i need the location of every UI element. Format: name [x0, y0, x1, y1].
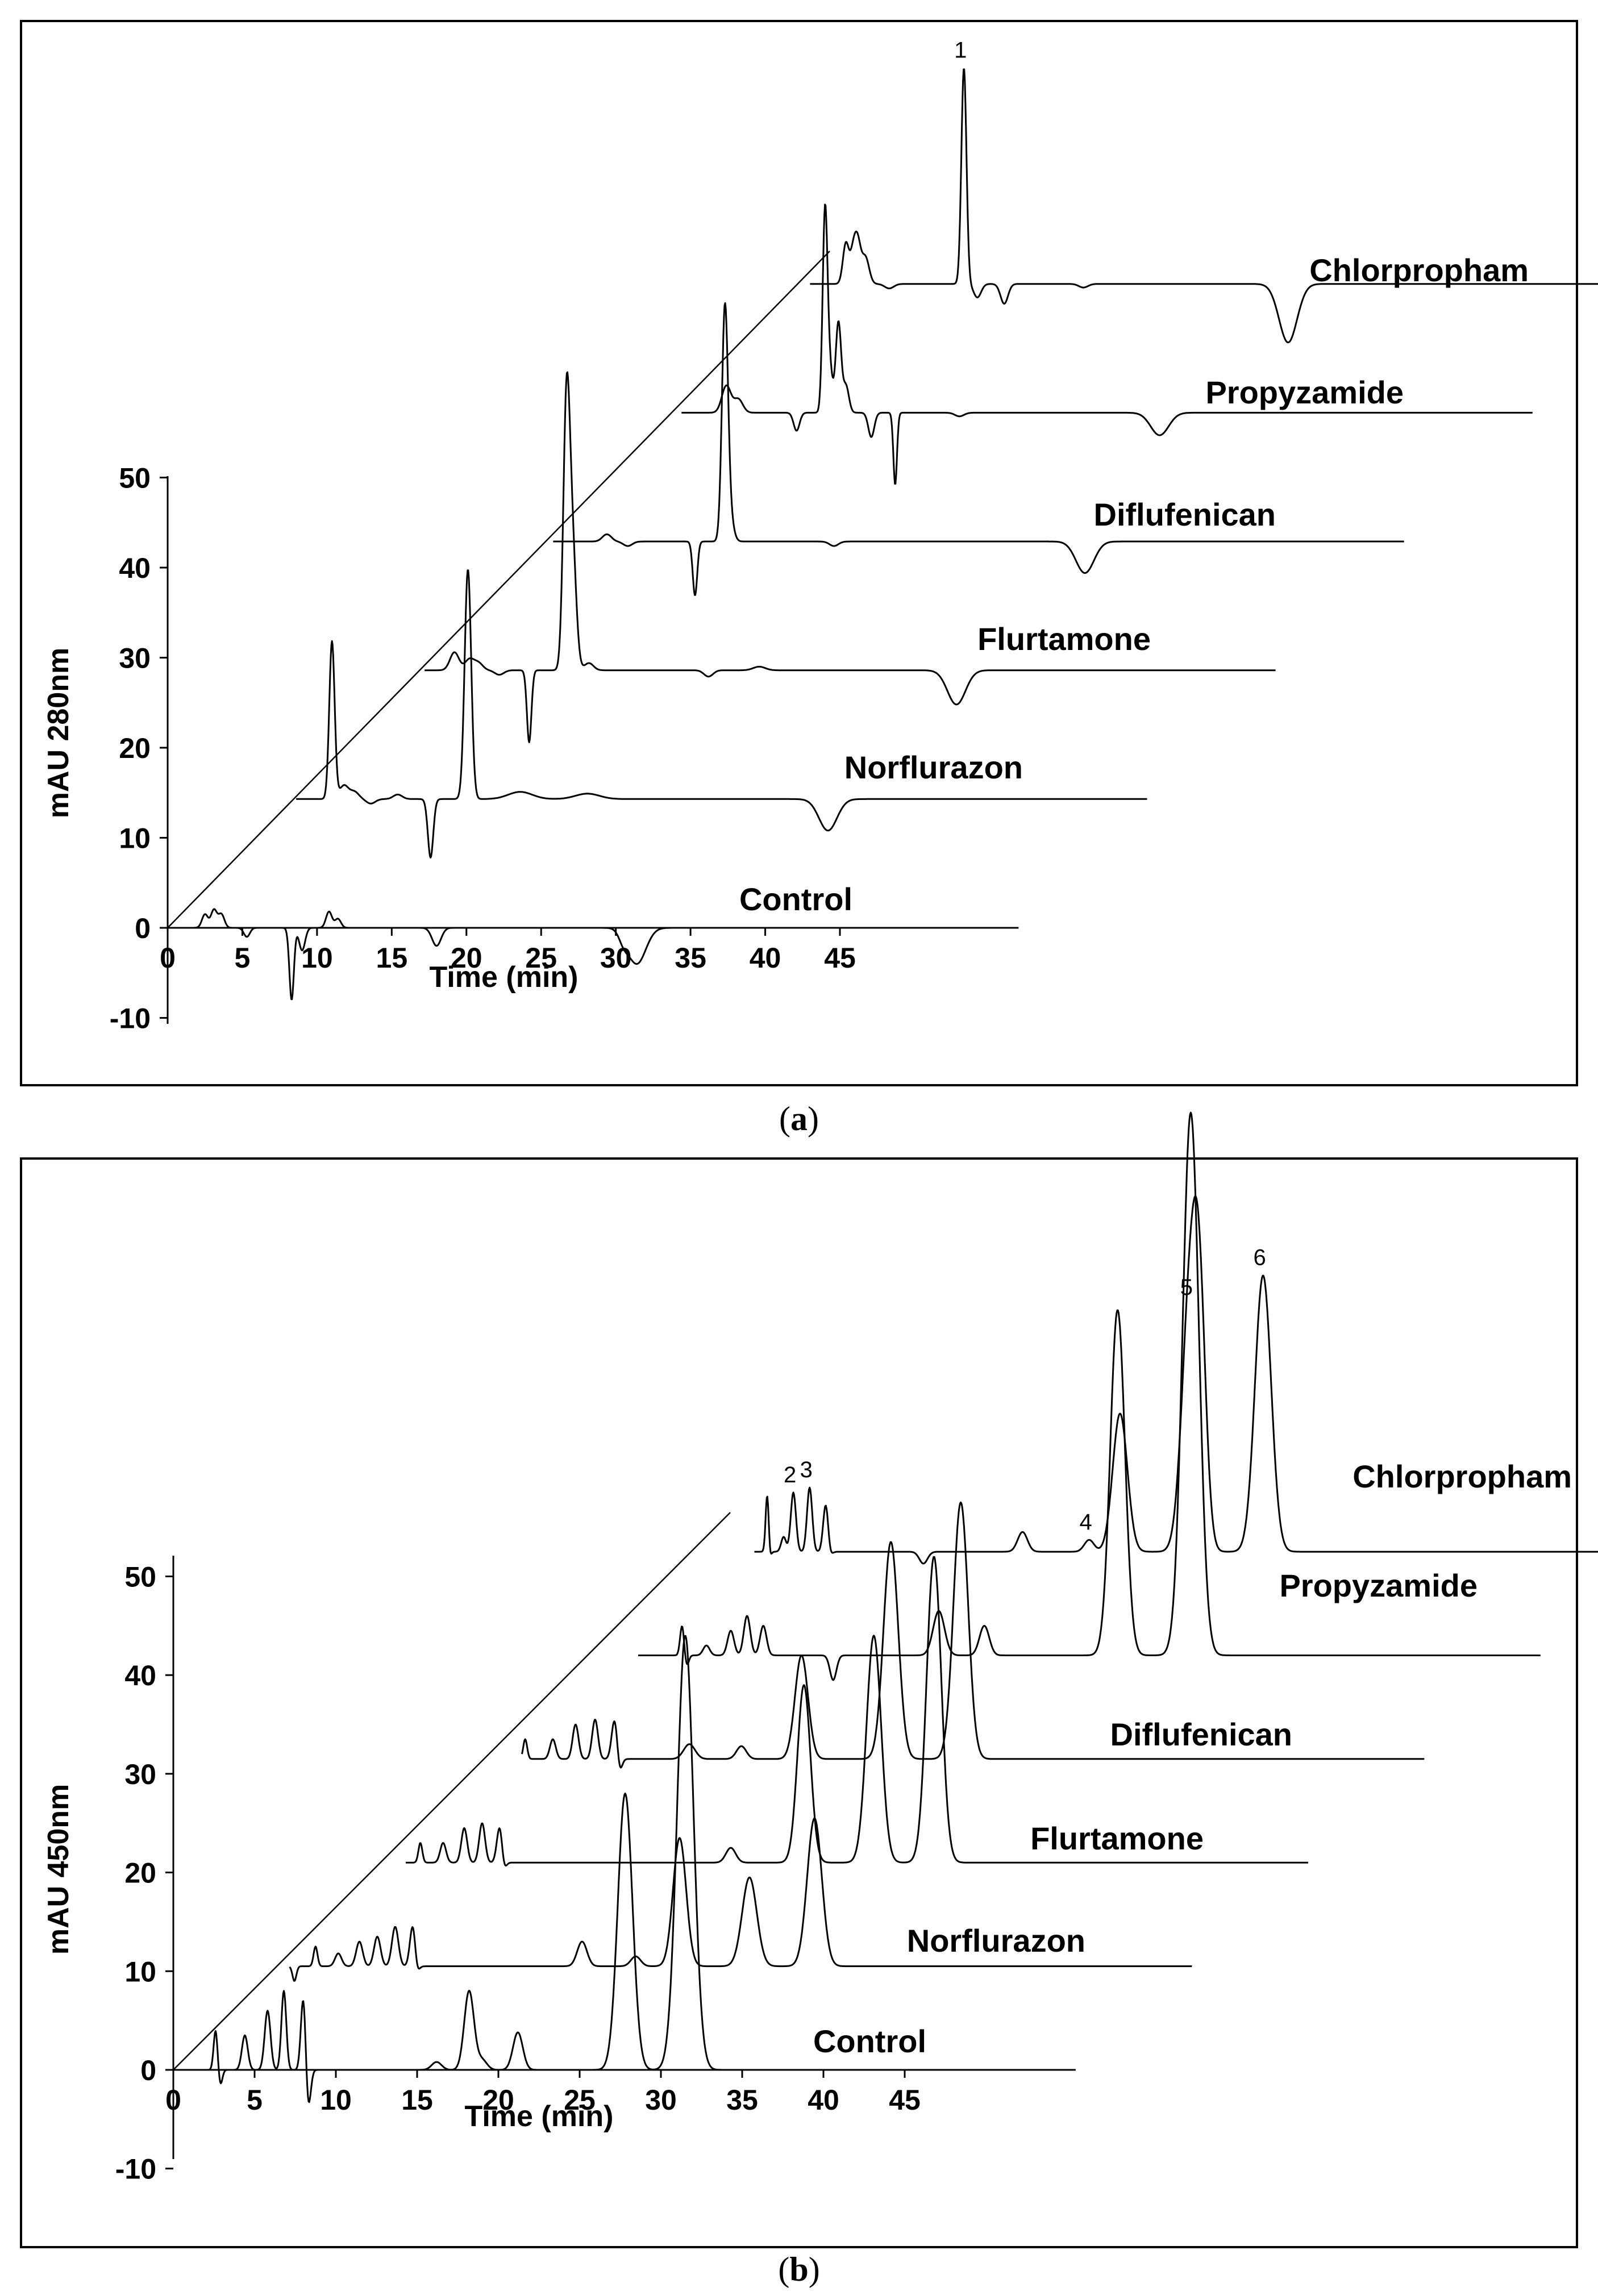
trace-diflufenican [552, 302, 1405, 596]
peak-number-label: 3 [800, 1457, 813, 1482]
y-tick-label: 40 [124, 1660, 156, 1691]
x-tick-label: 40 [808, 2084, 839, 2116]
x-tick-label: 25 [564, 2084, 596, 2116]
x-tick-label: 35 [675, 942, 706, 974]
stack-guide-line [167, 251, 830, 928]
trace-label-propyzamide: Propyzamide [1205, 374, 1404, 410]
trace-propyzamide [638, 1111, 1541, 1681]
chromatogram-280nm: -10 0 10 20 30 40 50 0 5 10 15 20 25 30 35 40 45 Time (mi… [42, 37, 1598, 1035]
y-axis-title: mAU 450nm [42, 1784, 75, 1955]
caption-b: (b) [778, 2251, 820, 2288]
x-tick-label: 45 [824, 942, 856, 974]
trace-label-norflurazon: Norflurazon [844, 749, 1023, 785]
x-tick-label: 10 [301, 942, 333, 974]
y-tick-label: 0 [135, 912, 151, 944]
caption-b-letter: b [789, 2251, 809, 2288]
peak-number-label: 2 [784, 1462, 796, 1487]
y-tick-label: 20 [124, 1857, 156, 1889]
trace-label-propyzamide: Propyzamide [1279, 1568, 1478, 1603]
x-tick-label: 10 [320, 2084, 352, 2116]
y-axis-title: mAU 280nm [42, 648, 75, 819]
x-tick-label: 0 [165, 2084, 181, 2116]
caption-a-letter: a [790, 1100, 808, 1137]
trace-norflurazon [296, 569, 1147, 859]
y-tick-label: 10 [119, 823, 151, 855]
trace-label-diflufenican: Diflufenican [1094, 497, 1276, 532]
trace-diflufenican [521, 1501, 1425, 1769]
caption-a: (a) [779, 1100, 819, 1137]
peak-number-label: 5 [1180, 1275, 1193, 1300]
x-tick-label: 25 [525, 942, 557, 974]
trace-label-chlorpropham: Chlorpropham [1353, 1459, 1572, 1494]
y-tick-label: 30 [119, 643, 151, 674]
y-tick-label: 30 [124, 1759, 156, 1790]
y-tick-label: -10 [110, 1003, 151, 1035]
y-tick-label: 50 [124, 1561, 156, 1593]
trace-flurtamone [424, 371, 1276, 743]
peak-number-label: 6 [1254, 1245, 1266, 1270]
x-tick-label: 5 [247, 2084, 263, 2116]
x-tick-label: 30 [645, 2084, 677, 2116]
y-tick-label: 50 [119, 462, 151, 494]
x-tick-label: 45 [889, 2084, 921, 2116]
x-tick-label: 20 [482, 2084, 514, 2116]
y-tick-label: 40 [119, 552, 151, 584]
trace-control [173, 1635, 1076, 2103]
trace-norflurazon [289, 1817, 1192, 1982]
y-tick-label: -10 [115, 2153, 156, 2185]
y-tick-label: 20 [119, 732, 151, 764]
trace-flurtamone [405, 1556, 1309, 1867]
trace-label-control: Control [739, 881, 852, 917]
stack-guide-line [173, 1512, 731, 2070]
peak-number-label: 1 [954, 37, 967, 62]
chart-panel-b [20, 1157, 1578, 2248]
x-tick-label: 35 [726, 2084, 758, 2116]
x-axis-title: Time (min) [465, 2100, 614, 2133]
x-tick-label: 30 [600, 942, 632, 974]
x-tick-label: 20 [451, 942, 482, 974]
x-tick-label: 15 [401, 2084, 433, 2116]
peak-number-label: 4 [1079, 1510, 1092, 1535]
x-tick-label: 40 [750, 942, 781, 974]
x-tick-label: 0 [160, 942, 176, 974]
x-tick-label: 5 [235, 942, 251, 974]
trace-chlorpropham [810, 68, 1598, 344]
trace-label-control: Control [813, 2023, 926, 2059]
x-axis-title: Time (min) [430, 961, 579, 994]
y-tick-label: 10 [124, 1956, 156, 1987]
trace-label-chlorpropham: Chlorpropham [1309, 252, 1529, 288]
trace-label-norflurazon: Norflurazon [907, 1923, 1085, 1959]
trace-chlorpropham [754, 1195, 1598, 1565]
trace-control [167, 908, 1019, 1001]
trace-label-diflufenican: Diflufenican [1110, 1716, 1292, 1752]
chart-panel-a [20, 20, 1578, 1086]
trace-propyzamide [681, 203, 1533, 485]
trace-label-flurtamone: Flurtamone [977, 621, 1151, 657]
y-tick-label: 0 [140, 2055, 156, 2086]
trace-label-flurtamone: Flurtamone [1030, 1820, 1204, 1856]
x-tick-label: 15 [376, 942, 408, 974]
